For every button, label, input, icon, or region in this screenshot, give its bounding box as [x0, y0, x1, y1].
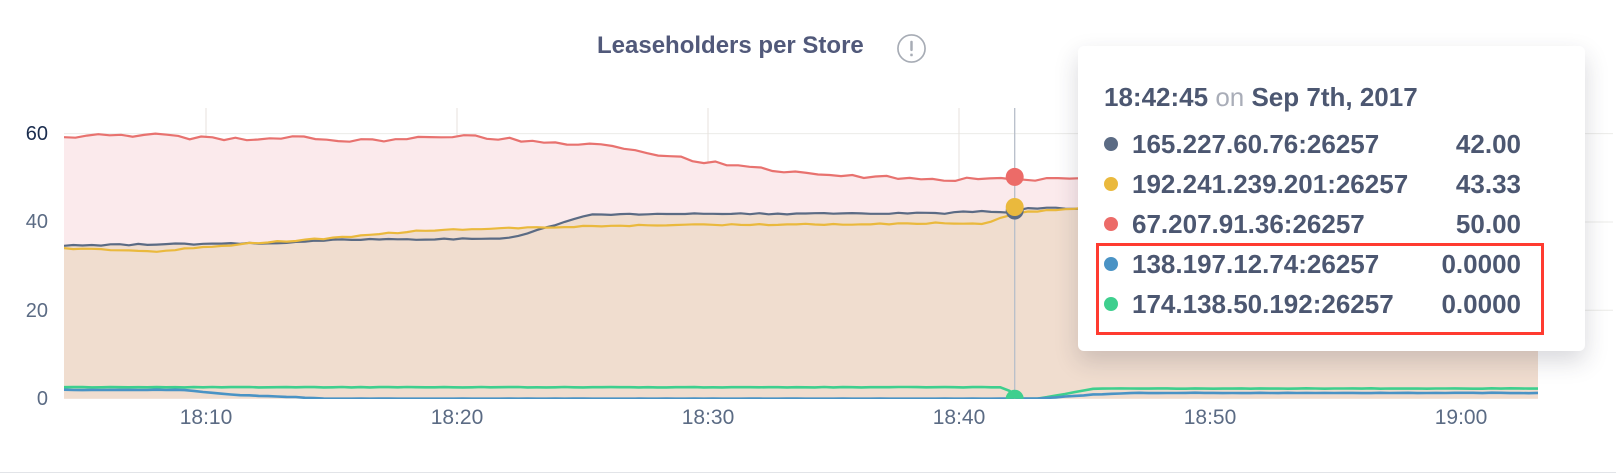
svg-text:18:10: 18:10: [180, 406, 233, 429]
svg-text:60: 60: [26, 123, 48, 145]
svg-text:0: 0: [37, 388, 48, 410]
svg-text:18:30: 18:30: [682, 406, 735, 429]
svg-text:18:40: 18:40: [933, 406, 986, 429]
svg-text:40: 40: [26, 211, 48, 233]
svg-text:18:50: 18:50: [1184, 406, 1237, 429]
svg-text:20: 20: [26, 300, 48, 322]
svg-text:18:20: 18:20: [431, 406, 484, 429]
svg-text:19:00: 19:00: [1435, 406, 1488, 429]
